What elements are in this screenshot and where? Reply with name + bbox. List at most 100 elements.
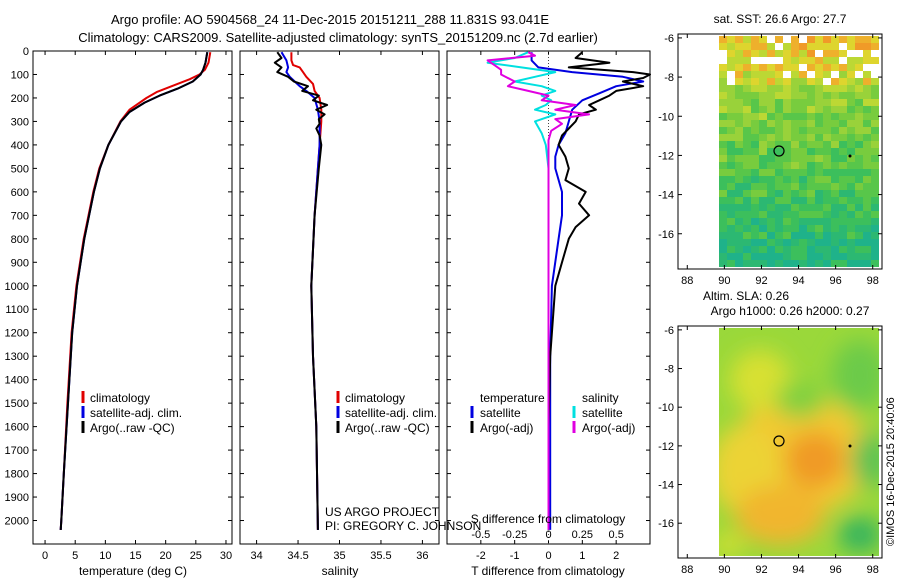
sst-cell	[783, 176, 791, 183]
sla-map-axes: 88 90 92 94 96 98 -6 -8 -10 -12 -14 -16	[658, 325, 882, 576]
sst-cell	[751, 148, 759, 155]
sst-cell	[791, 36, 799, 43]
sst-cell	[767, 253, 775, 260]
sst-cell	[815, 71, 823, 78]
sst-cell	[743, 246, 751, 253]
sst-cell	[735, 85, 743, 92]
sst-cell	[767, 169, 775, 176]
legend-label-satellite: satellite-adj. clim.	[90, 406, 182, 420]
sst-cell	[775, 162, 783, 169]
legend-label-argo: Argo(..raw -QC)	[345, 421, 430, 435]
sst-cell	[783, 211, 791, 218]
sst-cell	[767, 120, 775, 127]
sst-map-frame	[677, 33, 883, 270]
sst-cell	[807, 120, 815, 127]
sst-cell	[767, 190, 775, 197]
sst-cell	[743, 204, 751, 211]
sst-cell	[751, 225, 759, 232]
sst-cell	[759, 239, 767, 246]
y-tick-label: -6	[664, 33, 674, 45]
sst-cell	[855, 127, 863, 134]
sst-cell	[735, 106, 743, 113]
sst-cell	[743, 211, 751, 218]
sst-argo-position-marker	[773, 145, 785, 157]
sst-cell	[831, 113, 839, 120]
sst-cell	[847, 225, 855, 232]
sst-cell	[831, 239, 839, 246]
sst-cell	[815, 260, 823, 267]
sst-cell	[831, 169, 839, 176]
series-line-1	[280, 51, 321, 530]
sst-cell	[855, 246, 863, 253]
sst-cell	[863, 260, 871, 267]
sst-cell	[719, 141, 727, 148]
sst-cell	[871, 239, 879, 246]
sst-cell	[759, 141, 767, 148]
sst-cell	[791, 148, 799, 155]
sst-cell	[783, 155, 791, 162]
sst-cell	[759, 120, 767, 127]
y-tick-label: -16	[658, 229, 674, 241]
sst-cell	[831, 246, 839, 253]
sst-cell	[767, 85, 775, 92]
sst-cell	[759, 211, 767, 218]
sst-cell	[799, 246, 807, 253]
sst-cell	[735, 190, 743, 197]
sst-cell	[871, 211, 879, 218]
sst-cell	[783, 190, 791, 197]
sst-cell	[815, 127, 823, 134]
sst-cell	[815, 36, 823, 43]
sst-cell	[727, 253, 735, 260]
sst-cell	[767, 141, 775, 148]
sst-cell	[775, 148, 783, 155]
y-tick-label: 1100	[5, 304, 29, 316]
sst-cell	[727, 155, 735, 162]
sst-cell	[823, 57, 831, 64]
sst-cell	[855, 43, 863, 50]
sst-cell	[823, 176, 831, 183]
sst-cell	[759, 197, 767, 204]
y-tick-label: -14	[658, 480, 674, 492]
sst-cell	[743, 141, 751, 148]
sst-cell	[767, 232, 775, 239]
sst-cell	[727, 246, 735, 253]
sst-cell	[831, 218, 839, 225]
x-tick-label: 90	[718, 564, 730, 576]
sst-cell	[799, 253, 807, 260]
sst-cell	[743, 260, 751, 267]
sst-cell	[863, 71, 871, 78]
sst-cell	[831, 232, 839, 239]
sst-cell	[735, 218, 743, 225]
sst-cell	[759, 162, 767, 169]
series-line-0	[530, 52, 645, 530]
sst-cell	[799, 78, 807, 85]
sst-cell	[799, 169, 807, 176]
sst-cell	[759, 71, 767, 78]
sst-cell	[855, 232, 863, 239]
sst-cell	[767, 155, 775, 162]
sst-cell	[727, 232, 735, 239]
sst-cell	[791, 204, 799, 211]
sst-cell	[871, 225, 879, 232]
x-tick-label: 88	[681, 564, 693, 576]
sst-cell	[751, 120, 759, 127]
sst-cell	[751, 190, 759, 197]
sst-cell	[775, 141, 783, 148]
sst-cell	[847, 99, 855, 106]
sst-cell	[863, 36, 871, 43]
sst-cell	[791, 50, 799, 57]
temperature-xlabel: temperature (deg C)	[79, 564, 187, 578]
sst-cell	[727, 50, 735, 57]
sst-cell	[783, 141, 791, 148]
sst-cell	[783, 50, 791, 57]
sst-cell	[831, 43, 839, 50]
sst-cell	[847, 246, 855, 253]
sst-cell	[807, 113, 815, 120]
sst-cell	[807, 36, 815, 43]
sst-cell	[719, 162, 727, 169]
sst-cell	[863, 120, 871, 127]
sst-cell	[743, 218, 751, 225]
sst-cell	[767, 218, 775, 225]
sst-cell	[831, 99, 839, 106]
sst-cell	[847, 176, 855, 183]
